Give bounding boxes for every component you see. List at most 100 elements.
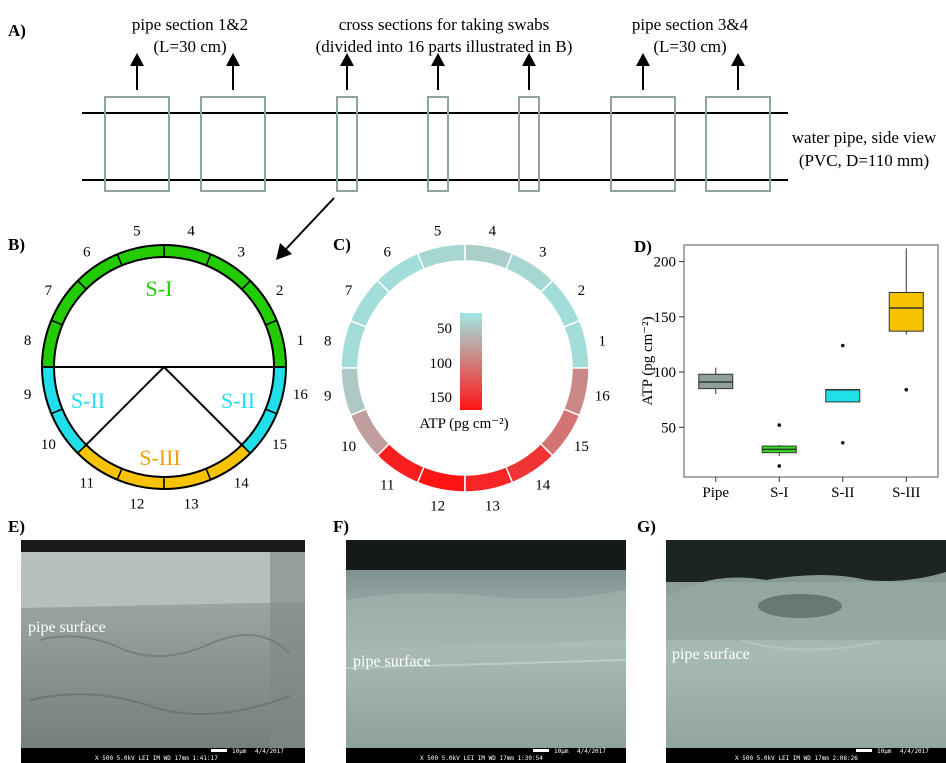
- scale-tick-150: 150: [430, 390, 453, 406]
- segment-number-b: 8: [24, 333, 32, 349]
- chart-y-axis-label: ATP (pg cm⁻²): [640, 316, 656, 405]
- pipe-section-12-length: (L=30 cm): [153, 37, 226, 56]
- pipe-section-4: [705, 96, 771, 192]
- y-tick-label: 100: [654, 365, 677, 381]
- outlier-point: [777, 423, 782, 427]
- sem-image-e: 10μm 4/4/2017 X 500 5.0kV LEI IM WD 17mm…: [21, 540, 305, 763]
- panel-g-label: G): [637, 517, 656, 536]
- ring-segment-11: [76, 443, 123, 481]
- panel-a-label: A): [8, 21, 26, 40]
- segment-number-b: 9: [24, 387, 32, 403]
- ring-segment-10: [50, 408, 88, 455]
- sem-date-text: 4/4/2017: [900, 748, 929, 755]
- atp-segment-7: [349, 279, 391, 329]
- pipe-surface-label-g: pipe surface: [672, 646, 750, 663]
- segment-number-c: 2: [578, 283, 586, 299]
- sem-info-bar: X 500 5.0kV LEI IM WD 17mm 1:30:54: [420, 755, 543, 762]
- segment-number-b: 4: [187, 224, 195, 240]
- pipe-section-34-label: pipe section 3&4: [632, 15, 749, 34]
- cross-sections-label: cross sections for taking swabs: [339, 15, 550, 34]
- cross-section-2: [427, 96, 449, 192]
- segment-number-c: 13: [485, 498, 500, 514]
- scale-tick-100: 100: [430, 356, 453, 372]
- segment-number-b: 2: [276, 283, 284, 299]
- panel-f-label: F): [333, 517, 349, 536]
- atp-segment-5: [416, 243, 466, 271]
- segment-number-b: 7: [45, 283, 53, 299]
- segment-number-c: 16: [595, 388, 611, 404]
- panel-f: F) 10μm 4/4/2017 X 500 5.0kV LEI IM WD 1…: [333, 517, 627, 763]
- pipe-surface-label-f: pipe surface: [353, 653, 431, 670]
- segment-number-c: 8: [324, 334, 332, 350]
- sem-info-bar: X 500 5.0kV LEI IM WD 17mm 2:08:26: [735, 755, 858, 762]
- arrow-up-icon: [431, 53, 445, 90]
- atp-segment-12: [416, 465, 466, 493]
- zone-s2-right-label: S-II: [221, 388, 255, 413]
- segment-number-b: 12: [129, 496, 144, 512]
- segment-number-b: 13: [184, 496, 199, 512]
- sem-info-bar: X 500 5.0kV LEI IM WD 17mm 1:41:17: [95, 755, 218, 762]
- segment-number-c: 11: [380, 477, 394, 493]
- x-tick-label: S-III: [892, 485, 920, 501]
- ring-segment-14: [205, 443, 252, 481]
- pipe-surface-label-e: pipe surface: [28, 619, 106, 636]
- water-pipe-label: water pipe, side view: [792, 128, 937, 147]
- boxplot-chart: 50 100 150 200 Pipe S-I S-II S-III: [654, 248, 924, 501]
- scale-tick-50: 50: [437, 321, 452, 337]
- atp-segment-8: [340, 319, 368, 369]
- atp-segment-13: [464, 465, 514, 493]
- segment-number-c: 5: [434, 224, 442, 240]
- segment-number-c: 15: [574, 439, 589, 455]
- ring-outer-outline: [41, 244, 287, 490]
- segment-number-c: 3: [539, 245, 547, 261]
- ring-segment-2: [240, 279, 278, 326]
- panel-c-label: C): [333, 235, 351, 254]
- sem-date-text: 4/4/2017: [577, 748, 606, 755]
- segment-number-c: 9: [324, 388, 332, 404]
- arrow-up-icon: [731, 53, 745, 90]
- water-pipe-spec: (PVC, D=110 mm): [799, 151, 929, 170]
- outlier-point: [840, 343, 845, 348]
- zone-s1-label: S-I: [146, 276, 173, 301]
- panel-a: A) pipe section 1&2 (L=30 cm) cross sect…: [8, 15, 937, 260]
- segment-number-c: 10: [341, 439, 356, 455]
- outlier-point: [840, 440, 845, 445]
- scale-title: ATP (pg cm⁻²): [419, 416, 508, 432]
- atp-segment-9: [340, 367, 368, 417]
- pipe-section-1: [104, 96, 170, 192]
- chart-plot-area: [683, 244, 939, 478]
- arrow-up-icon: [636, 53, 650, 90]
- y-tick-label: 200: [654, 255, 677, 271]
- segment-number-c: 7: [345, 283, 353, 299]
- outlier-point: [904, 387, 909, 392]
- pointer-arrow-icon: [276, 197, 335, 260]
- x-tick-label: S-I: [770, 485, 788, 501]
- segment-number-b: 3: [237, 244, 245, 260]
- cross-section-3: [518, 96, 540, 192]
- segment-number-b: 16: [293, 387, 309, 403]
- pipe-section-34-length: (L=30 cm): [653, 37, 726, 56]
- outlier-point: [777, 464, 782, 468]
- x-tick-label: S-II: [831, 485, 854, 501]
- sem-scale-text: 10μm: [877, 748, 892, 755]
- atp-segment-4: [464, 243, 514, 271]
- box-S-II: [825, 389, 861, 403]
- sem-image-g: 10μm 4/4/2017 X 500 5.0kV LEI IM WD 17mm…: [666, 540, 946, 763]
- box-S-III: [888, 292, 924, 332]
- segment-number-b: 15: [272, 437, 287, 453]
- segment-number-b: 14: [234, 476, 250, 492]
- atp-segment-1: [562, 319, 590, 369]
- arrow-up-icon: [522, 53, 536, 90]
- panel-e-label: E): [8, 517, 25, 536]
- pipe-section-12-label: pipe section 1&2: [132, 15, 248, 34]
- panel-g: G) 10μm 4/4/2017 X 500 5.0kV LEI IM WD 1…: [637, 517, 946, 763]
- pipe-section-2: [200, 96, 266, 192]
- panel-d-label: D): [634, 237, 652, 256]
- zone-s3-label: S-III: [139, 445, 181, 470]
- x-tick-label: Pipe: [702, 485, 729, 501]
